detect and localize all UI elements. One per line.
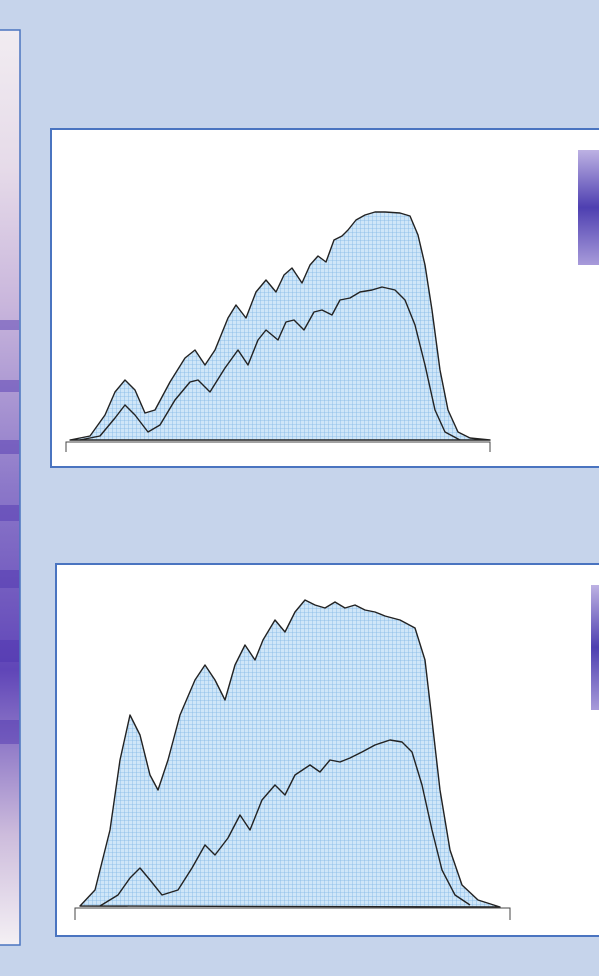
profile-inner — [79, 286, 461, 441]
gel-bands — [0, 320, 19, 744]
gel-strip — [0, 29, 21, 946]
profile-outer — [79, 599, 501, 908]
gel-fragment — [591, 585, 599, 710]
gel-fragment — [578, 150, 599, 265]
profile-outer — [69, 211, 491, 441]
profile-inner — [99, 739, 471, 907]
baseline — [65, 441, 491, 452]
baseline — [74, 907, 511, 920]
